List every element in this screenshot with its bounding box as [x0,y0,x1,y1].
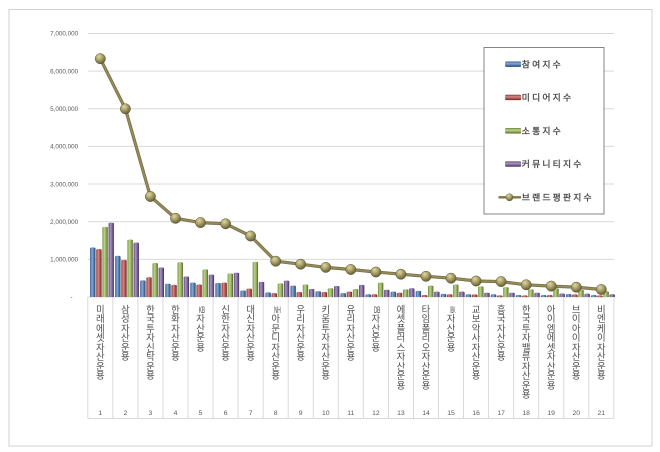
svg-text:커뮤니티지수: 커뮤니티지수 [522,158,584,169]
svg-text:14: 14 [422,410,430,417]
svg-text:9: 9 [299,410,303,417]
svg-text:18: 18 [522,410,530,417]
svg-text:3: 3 [149,410,153,417]
svg-text:7: 7 [249,410,253,417]
svg-text:미디어지수: 미디어지수 [522,92,573,103]
svg-text:17: 17 [497,410,505,417]
svg-text:20: 20 [573,410,581,417]
svg-text:6,000,000: 6,000,000 [50,68,79,75]
svg-text:12: 12 [372,410,380,417]
svg-text:7,000,000: 7,000,000 [50,31,79,38]
svg-text:13: 13 [397,410,405,417]
svg-text:6: 6 [224,410,228,417]
svg-text:소통지수: 소통지수 [522,125,563,136]
svg-text:4,000,000: 4,000,000 [50,144,79,151]
svg-text:19: 19 [547,410,555,417]
svg-text:2: 2 [124,410,128,417]
svg-text:4: 4 [174,410,178,417]
svg-text:21: 21 [598,410,606,417]
svg-text:11: 11 [347,410,354,417]
svg-text:2,000,000: 2,000,000 [50,219,79,226]
svg-text:15: 15 [447,410,455,417]
svg-text:10: 10 [322,410,330,417]
svg-text:-: - [70,294,72,301]
svg-text:브랜드평판지수: 브랜드평판지수 [522,191,594,202]
svg-text:1,000,000: 1,000,000 [50,257,79,264]
svg-text:3,000,000: 3,000,000 [50,181,79,188]
svg-text:5,000,000: 5,000,000 [50,106,79,113]
svg-text:16: 16 [472,410,480,417]
svg-text:참여지수: 참여지수 [522,58,563,69]
svg-text:5: 5 [199,410,203,417]
svg-text:1: 1 [98,410,102,417]
svg-text:8: 8 [274,410,278,417]
